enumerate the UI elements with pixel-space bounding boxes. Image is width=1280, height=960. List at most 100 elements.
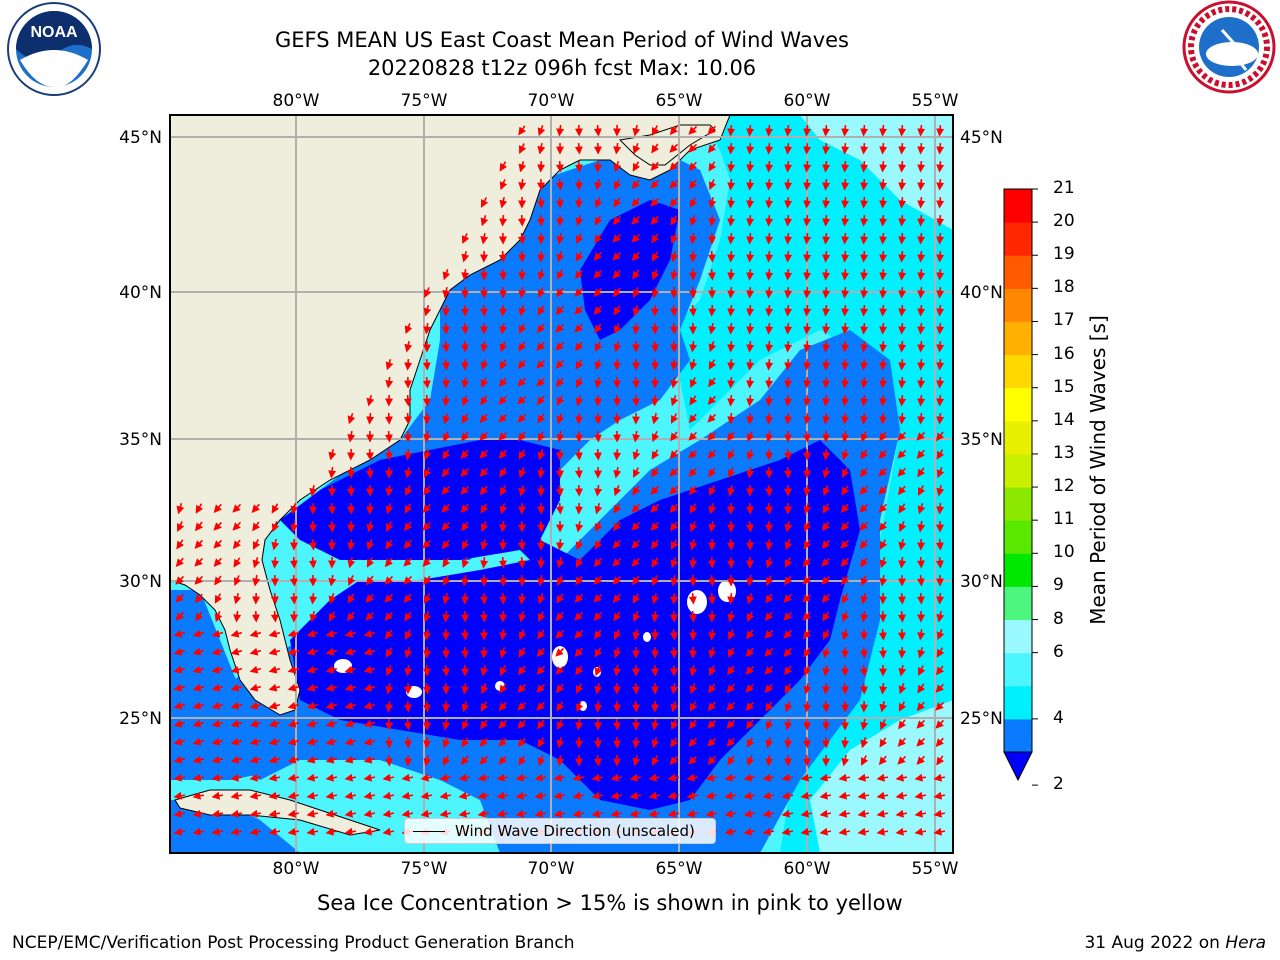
wave-direction-arrow bbox=[651, 737, 660, 749]
wave-direction-arrow bbox=[575, 683, 584, 694]
wave-direction-arrow bbox=[211, 719, 224, 728]
wave-direction-arrow bbox=[480, 503, 489, 514]
wave-direction-arrow bbox=[518, 431, 527, 442]
wave-direction-arrow bbox=[556, 377, 565, 388]
wave-direction-arrow bbox=[594, 700, 603, 713]
wave-direction-arrow bbox=[726, 701, 736, 711]
wave-direction-arrow bbox=[325, 827, 338, 836]
wave-direction-arrow bbox=[688, 467, 698, 477]
wave-direction-arrow bbox=[727, 502, 736, 515]
wave-direction-arrow bbox=[629, 773, 642, 782]
wave-direction-arrow bbox=[781, 809, 794, 818]
wave-direction-arrow bbox=[898, 376, 907, 389]
wave-direction-arrow bbox=[515, 809, 528, 818]
wave-direction-arrow bbox=[325, 791, 338, 800]
wave-direction-arrow bbox=[575, 502, 584, 515]
wave-direction-arrow bbox=[936, 340, 945, 353]
wave-direction-arrow bbox=[708, 196, 717, 209]
wave-direction-arrow bbox=[518, 286, 527, 299]
wave-direction-arrow bbox=[707, 719, 717, 729]
wave-direction-arrow bbox=[841, 448, 850, 461]
wave-direction-arrow bbox=[860, 431, 869, 443]
wave-direction-arrow bbox=[860, 592, 869, 605]
wave-direction-arrow bbox=[936, 665, 945, 676]
colorbar-segment bbox=[1004, 288, 1032, 322]
wave-direction-arrow bbox=[536, 359, 546, 369]
wave-direction-arrow bbox=[898, 322, 907, 335]
wave-direction-arrow bbox=[860, 250, 869, 263]
wave-direction-arrow bbox=[860, 142, 869, 155]
wave-direction-arrow bbox=[593, 754, 602, 767]
wave-direction-arrow bbox=[404, 323, 413, 335]
wave-direction-arrow bbox=[346, 484, 355, 497]
wave-direction-arrow bbox=[534, 773, 547, 782]
wave-direction-arrow bbox=[650, 539, 659, 550]
nws-logo bbox=[1182, 0, 1276, 94]
wave-direction-arrow bbox=[594, 647, 603, 658]
wave-direction-arrow bbox=[670, 539, 679, 550]
wave-direction-arrow bbox=[936, 610, 945, 623]
wave-direction-arrow bbox=[344, 683, 357, 692]
wave-direction-arrow bbox=[173, 701, 186, 710]
wave-direction-arrow bbox=[841, 142, 850, 155]
lat-label: 40°N bbox=[119, 283, 162, 303]
wave-direction-arrow bbox=[347, 413, 356, 425]
wave-direction-arrow bbox=[287, 719, 300, 728]
wave-direction-arrow bbox=[651, 251, 660, 262]
wave-direction-arrow bbox=[879, 214, 888, 227]
wave-direction-arrow bbox=[914, 809, 927, 818]
wave-direction-arrow bbox=[480, 521, 489, 533]
wave-direction-arrow bbox=[784, 268, 793, 281]
wave-direction-arrow bbox=[439, 773, 452, 782]
wave-direction-arrow bbox=[173, 773, 186, 782]
wave-direction-arrow bbox=[537, 592, 546, 605]
wave-direction-arrow bbox=[822, 448, 831, 461]
wave-direction-arrow bbox=[689, 232, 698, 245]
wave-direction-arrow bbox=[366, 575, 375, 586]
wave-direction-arrow bbox=[746, 755, 755, 767]
wave-direction-arrow bbox=[325, 629, 338, 638]
wave-direction-arrow bbox=[499, 628, 508, 641]
wave-direction-arrow bbox=[822, 304, 831, 317]
wave-direction-arrow bbox=[306, 629, 319, 638]
wave-direction-arrow bbox=[707, 268, 716, 281]
wave-direction-arrow bbox=[897, 592, 906, 605]
wave-direction-arrow bbox=[480, 556, 489, 569]
wave-direction-arrow bbox=[211, 737, 224, 746]
colorbar-tick-label: 14 bbox=[1053, 409, 1075, 430]
wave-direction-arrow bbox=[897, 485, 906, 496]
wave-direction-arrow bbox=[670, 268, 679, 281]
wave-direction-arrow bbox=[344, 755, 357, 764]
wave-direction-arrow bbox=[289, 592, 298, 605]
wave-direction-arrow bbox=[499, 341, 508, 353]
wave-direction-arrow bbox=[479, 449, 489, 459]
lat-label: 25°N bbox=[119, 709, 162, 729]
wave-direction-arrow bbox=[211, 791, 224, 800]
wave-direction-arrow bbox=[230, 773, 243, 782]
wave-direction-arrow bbox=[784, 358, 793, 371]
wave-direction-arrow bbox=[784, 394, 793, 407]
wave-direction-arrow bbox=[515, 773, 528, 782]
wave-direction-arrow bbox=[802, 611, 811, 621]
wave-direction-arrow bbox=[859, 521, 869, 531]
wave-direction-arrow bbox=[233, 575, 242, 587]
lat-label: 45°N bbox=[960, 128, 1003, 148]
wave-direction-arrow bbox=[859, 682, 868, 695]
wave-direction-arrow bbox=[192, 827, 205, 836]
wave-direction-arrow bbox=[781, 827, 794, 836]
wave-direction-arrow bbox=[536, 377, 546, 387]
wave-direction-arrow bbox=[613, 629, 622, 640]
colorbar-tick-label: 4 bbox=[1053, 707, 1064, 728]
wave-direction-arrow bbox=[612, 700, 621, 713]
wave-direction-arrow bbox=[498, 701, 507, 712]
wave-direction-arrow bbox=[173, 827, 186, 836]
wave-direction-arrow bbox=[689, 646, 698, 659]
wave-direction-arrow bbox=[765, 286, 774, 299]
wave-direction-arrow bbox=[688, 143, 698, 153]
wave-direction-arrow bbox=[632, 430, 641, 443]
wave-direction-arrow bbox=[917, 358, 926, 371]
wave-direction-arrow bbox=[936, 412, 945, 425]
wave-direction-arrow bbox=[784, 539, 793, 551]
wave-direction-arrow bbox=[650, 161, 659, 172]
wave-direction-arrow bbox=[784, 520, 793, 533]
